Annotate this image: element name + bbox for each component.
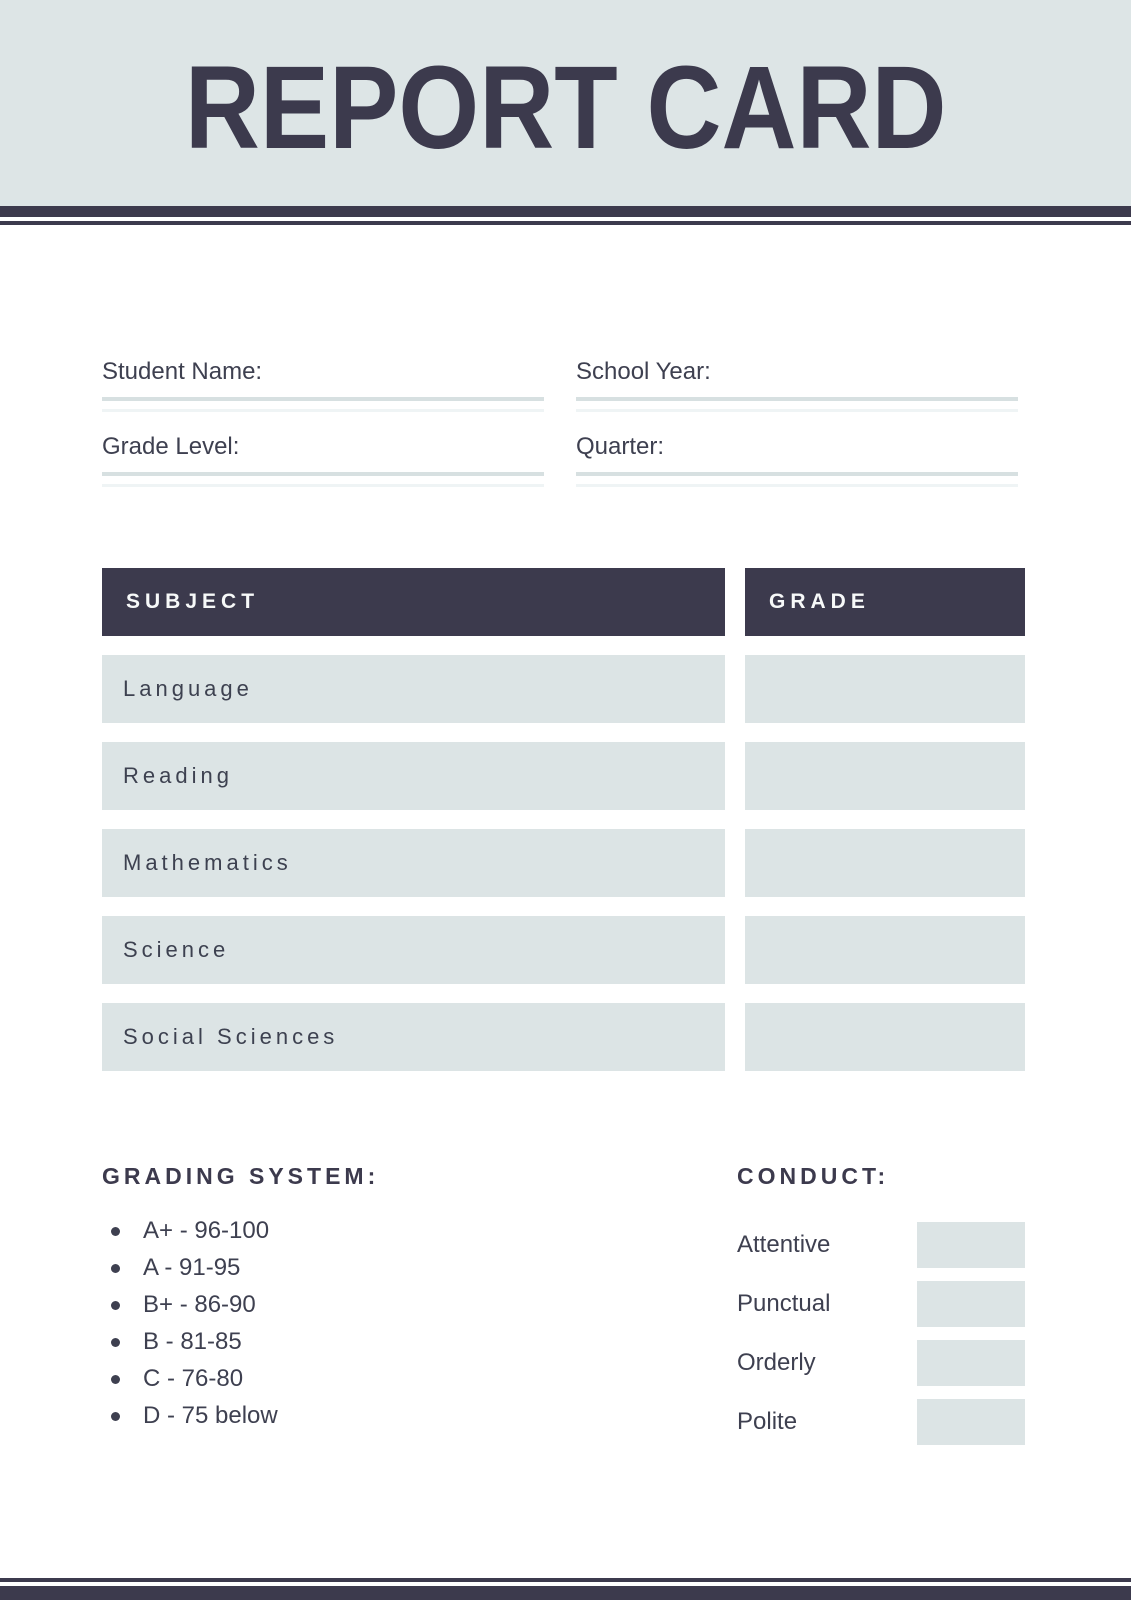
bullet-icon [111,1412,120,1421]
quarter-field: Quarter: [576,433,1018,487]
grading-system-item-label: B+ - 86-90 [143,1291,256,1318]
conduct-section: CONDUCT: Attentive Punctual Orderly Poli… [737,1163,1025,1458]
header-band: REPORT CARD [0,0,1131,206]
grade-input-cell[interactable] [745,916,1025,984]
school-year-field: School Year: [576,358,1018,412]
grading-system-item-label: A - 91-95 [143,1254,241,1281]
page-title: REPORT CARD [184,42,947,174]
grading-system-item: A+ - 96-100 [102,1219,572,1243]
grade-input-cell[interactable] [745,1003,1025,1071]
conduct-item-label: Attentive [737,1231,831,1258]
grade-input-cell[interactable] [745,829,1025,897]
grade-level-input-shadow [102,484,544,487]
grades-table: SUBJECT GRADE Language Reading Mathemati… [102,568,1025,1071]
grading-system-item-label: C - 76-80 [143,1365,244,1392]
quarter-input-shadow [576,484,1018,487]
subject-cell: Social Sciences [102,1003,725,1071]
student-name-input[interactable] [102,397,544,401]
grade-column-header: GRADE [745,568,1025,636]
bullet-icon [111,1338,120,1347]
grading-system-item-label: B - 81-85 [143,1328,242,1355]
grading-system-item: B+ - 86-90 [102,1293,572,1317]
quarter-input[interactable] [576,472,1018,476]
bottom-divider-thin [0,1578,1131,1582]
grade-level-label: Grade Level: [102,433,240,460]
subject-cell: Mathematics [102,829,725,897]
student-name-label: Student Name: [102,358,263,385]
conduct-item-label: Polite [737,1408,798,1435]
grading-system-item-label: D - 75 below [143,1402,278,1429]
conduct-row: Attentive [737,1222,1025,1268]
conduct-item-label: Orderly [737,1349,816,1376]
conduct-row: Punctual [737,1281,1025,1327]
student-name-field: Student Name: [102,358,544,412]
conduct-list: Attentive Punctual Orderly Polite [737,1222,1025,1445]
grading-system-list: A+ - 96-100 A - 91-95 B+ - 86-90 B - 81-… [102,1219,572,1428]
grade-input-cell[interactable] [745,655,1025,723]
school-year-input-shadow [576,409,1018,412]
conduct-item-label: Punctual [737,1290,831,1317]
grading-system-item: D - 75 below [102,1404,572,1428]
subject-cell: Reading [102,742,725,810]
quarter-label: Quarter: [576,433,665,460]
grading-system-item-label: A+ - 96-100 [143,1217,270,1244]
grade-level-field: Grade Level: [102,433,544,487]
school-year-label: School Year: [576,358,711,385]
grading-system-heading: GRADING SYSTEM: [102,1163,380,1189]
student-name-input-shadow [102,409,544,412]
conduct-input-box[interactable] [917,1281,1025,1327]
conduct-input-box[interactable] [917,1340,1025,1386]
top-divider-thin [0,221,1131,225]
conduct-input-box[interactable] [917,1222,1025,1268]
subject-cell: Science [102,916,725,984]
conduct-input-box[interactable] [917,1399,1025,1445]
grade-input-cell[interactable] [745,742,1025,810]
bottom-divider-thick [0,1586,1131,1600]
bullet-icon [111,1264,120,1273]
school-year-input[interactable] [576,397,1018,401]
conduct-row: Orderly [737,1340,1025,1386]
subject-cell: Language [102,655,725,723]
bullet-icon [111,1375,120,1384]
grading-system-item: C - 76-80 [102,1367,572,1391]
grade-level-input[interactable] [102,472,544,476]
grading-system-item: A - 91-95 [102,1256,572,1280]
conduct-heading: CONDUCT: [737,1163,890,1189]
conduct-row: Polite [737,1399,1025,1445]
top-divider-thick [0,206,1131,217]
grading-system-section: GRADING SYSTEM: A+ - 96-100 A - 91-95 B+… [102,1163,572,1441]
grading-system-item: B - 81-85 [102,1330,572,1354]
subject-column-header: SUBJECT [102,568,725,636]
bullet-icon [111,1227,120,1236]
bullet-icon [111,1301,120,1310]
